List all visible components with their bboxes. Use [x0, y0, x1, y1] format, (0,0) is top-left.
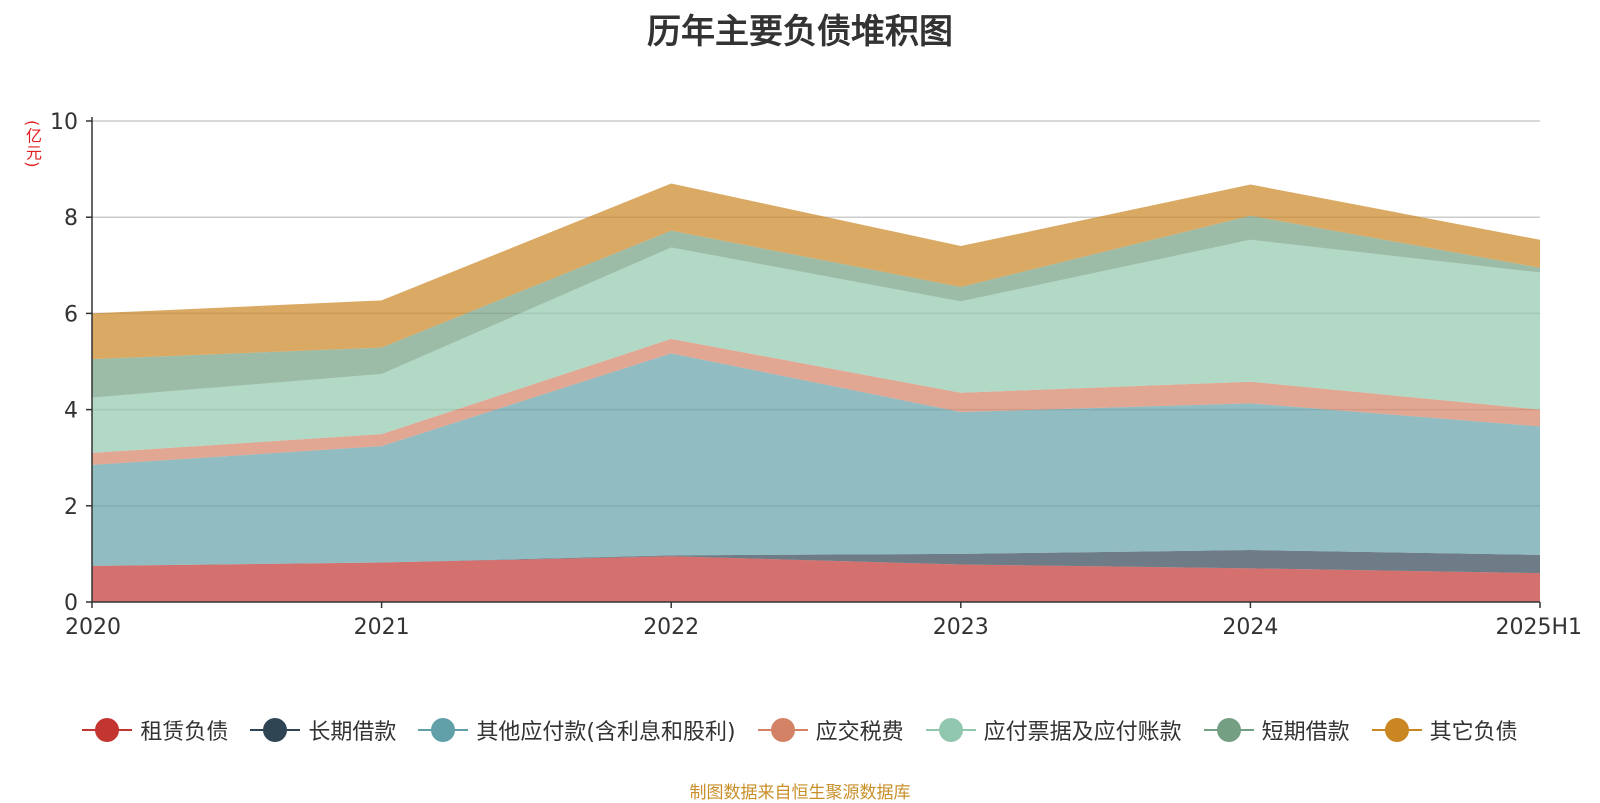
y-tick-label: 0: [64, 591, 78, 616]
legend-item[interactable]: 其它负债: [1371, 714, 1518, 746]
legend-item[interactable]: 短期借款: [1203, 714, 1350, 746]
legend-item[interactable]: 应交税费: [757, 714, 904, 746]
axes: 0 2 4 6 8 10 2020 2021 2022 2023 2024 2025H1: [50, 110, 1582, 640]
legend-label: 应交税费: [815, 720, 904, 745]
legend-label: 长期借款: [308, 720, 397, 745]
y-tick-label: 4: [64, 399, 78, 424]
chart-title: 历年主要负债堆积图: [647, 12, 953, 52]
y-tick-label: 6: [64, 302, 78, 327]
y-tick-label: 10: [50, 110, 78, 135]
x-tick-label: 2022: [643, 615, 699, 640]
x-tick-label: 2025H1: [1495, 615, 1582, 640]
y-axis-unit-label: (亿元): [23, 120, 42, 169]
legend-marker-icon: [82, 717, 133, 743]
legend-label: 其他应付款(含利息和股利): [476, 720, 736, 745]
y-tick-label: 8: [64, 206, 78, 231]
legend-marker-icon: [418, 717, 469, 743]
x-tick-label: 2021: [354, 615, 410, 640]
area-series-2: [92, 353, 1540, 566]
area-series-0: [92, 556, 1540, 602]
area-series-5: [92, 215, 1540, 398]
legend: 租赁负债 长期借款 其他应付款(含利息和股利) 应交税费 应付票据及应付账款 短期借款 其它…: [0, 714, 1600, 746]
legend-marker-icon: [757, 717, 808, 743]
legend-marker-icon: [1203, 717, 1254, 743]
legend-label: 其它负债: [1429, 720, 1518, 745]
x-tick-label: 2020: [65, 615, 121, 640]
stacked-area-chart: 0 2 4 6 8 10 2020 2021 2022 2023 2024 2025H1: [50, 110, 1582, 640]
legend-item[interactable]: 应付票据及应付账款: [925, 714, 1182, 746]
y-tick-label: 2: [64, 495, 78, 520]
area-series-1: [92, 550, 1540, 574]
legend-item[interactable]: 租赁负债: [82, 714, 228, 746]
legend-label: 短期借款: [1261, 720, 1350, 745]
area-series: [92, 183, 1540, 602]
data-source-note: 制图数据来自恒生聚源数据库: [689, 783, 911, 803]
area-series-4: [92, 239, 1540, 453]
area-series-3: [92, 338, 1540, 465]
legend-item[interactable]: 长期借款: [250, 714, 396, 746]
x-tick-label: 2024: [1222, 615, 1278, 640]
legend-marker-icon: [250, 717, 301, 743]
legend-label: 应付票据及应付账款: [983, 720, 1182, 745]
legend-marker-icon: [925, 717, 976, 743]
legend-label: 租赁负债: [140, 720, 229, 745]
legend-item[interactable]: 其他应付款(含利息和股利): [418, 714, 736, 746]
x-tick-label: 2023: [933, 615, 989, 640]
area-series-6: [92, 183, 1540, 360]
legend-marker-icon: [1371, 717, 1422, 743]
